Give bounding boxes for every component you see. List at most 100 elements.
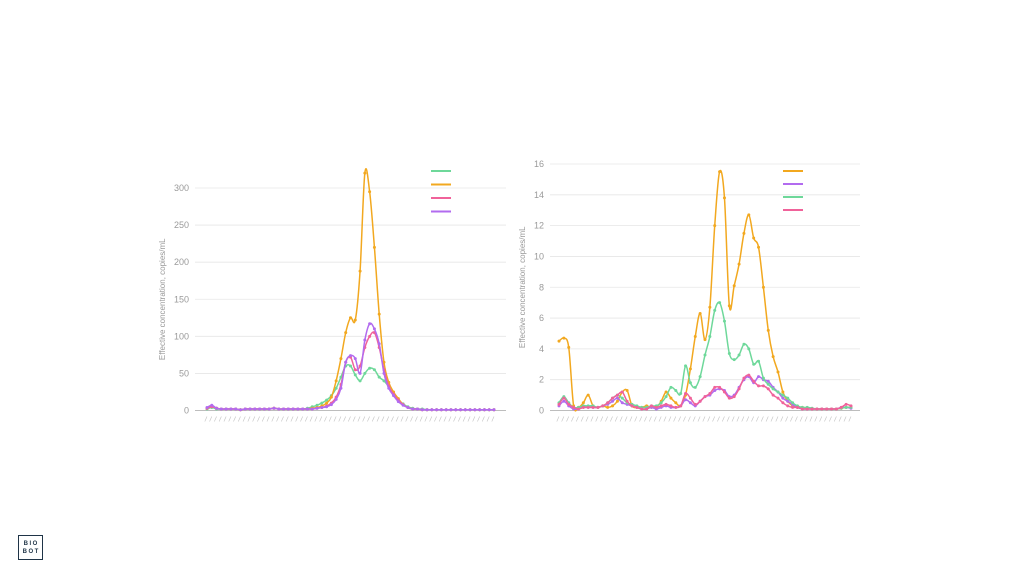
- left-series-4-point: [454, 408, 458, 412]
- left-x-tick-mark: [218, 416, 222, 422]
- right-x-tick-mark: [799, 416, 803, 422]
- right-x-tick-mark: [595, 416, 599, 422]
- right-x-tick-mark: [629, 416, 633, 422]
- right-series-4-point: [757, 384, 761, 388]
- right-series-4-point: [834, 407, 838, 411]
- right-series-1-point: [581, 401, 585, 405]
- left-series-4-point: [344, 360, 348, 364]
- left-series-4-point: [305, 407, 309, 411]
- right-series-4-point: [781, 401, 785, 405]
- right-series-4-point: [562, 396, 566, 400]
- right-x-tick-mark: [556, 416, 560, 422]
- left-x-tick-mark: [448, 416, 452, 422]
- left-series-4-point: [401, 403, 405, 407]
- right-y-tick-label: 2: [539, 375, 544, 385]
- right-series-4-point: [708, 392, 712, 396]
- right-series-4-point: [805, 407, 809, 411]
- right-series-4-point: [645, 407, 649, 411]
- left-series-4-point: [430, 408, 434, 412]
- left-series-4-point: [377, 342, 381, 346]
- left-series-4-point: [248, 407, 252, 411]
- right-series-1-point: [722, 196, 726, 200]
- left-series-2-point: [344, 331, 348, 335]
- left-x-tick-mark: [204, 416, 208, 422]
- right-series-1-point: [664, 390, 668, 394]
- left-series-2-point: [329, 395, 333, 399]
- right-series-1-point: [747, 213, 751, 217]
- right-x-tick-mark: [707, 416, 711, 422]
- right-x-tick-mark: [765, 416, 769, 422]
- right-series-4-point: [791, 405, 795, 409]
- right-series-4-point: [825, 407, 829, 411]
- right-series-4-line: [558, 374, 852, 411]
- right-series-3-point: [679, 392, 683, 396]
- left-x-tick-mark: [257, 416, 260, 422]
- left-series-2-point: [363, 171, 367, 175]
- right-series-3-point: [732, 358, 736, 362]
- right-series-1-point: [761, 285, 765, 289]
- right-y-tick-label: 16: [534, 159, 544, 169]
- right-series-1-point: [708, 305, 712, 309]
- right-series-1-point: [737, 262, 741, 266]
- left-x-tick-mark: [357, 416, 361, 422]
- right-series-3-point: [664, 395, 668, 399]
- left-x-tick-mark: [391, 416, 394, 422]
- left-x-tick-mark: [472, 416, 476, 422]
- right-series-4-point: [649, 404, 653, 408]
- right-x-tick-mark: [614, 416, 618, 422]
- left-series-4-point: [349, 354, 352, 358]
- right-series-3-point: [781, 393, 785, 397]
- left-series-1-point: [325, 398, 329, 402]
- right-series-1-point: [693, 335, 697, 339]
- right-x-tick-mark: [775, 416, 779, 422]
- right-series-4-point: [703, 395, 707, 399]
- right-series-4-point: [669, 404, 673, 408]
- left-y-tick-label: 250: [174, 220, 189, 230]
- left-series-2-point: [339, 357, 343, 361]
- right-series-4-point: [684, 392, 688, 396]
- left-x-tick-mark: [405, 416, 409, 422]
- right-x-tick-mark: [751, 416, 754, 422]
- left-series-2-point: [334, 379, 338, 383]
- left-y-tick-label: 50: [179, 368, 189, 378]
- left-series-4-point: [425, 408, 429, 412]
- left-x-tick-mark: [271, 416, 275, 422]
- left-x-tick-mark: [300, 416, 303, 422]
- left-series-1-point: [358, 379, 362, 383]
- right-series-1-point: [606, 405, 610, 409]
- right-x-tick-mark: [736, 416, 740, 422]
- right-x-tick-mark: [760, 416, 764, 422]
- right-x-tick-mark: [644, 416, 647, 422]
- left-series-4-point: [224, 407, 228, 411]
- right-series-4-point: [688, 396, 692, 400]
- left-series-4-point: [320, 406, 324, 410]
- right-x-tick-mark: [756, 416, 759, 422]
- left-series-4-point: [482, 408, 486, 412]
- right-x-tick-mark: [697, 416, 701, 422]
- right-x-tick-mark: [678, 416, 681, 422]
- left-series-4-point: [215, 406, 219, 410]
- left-x-tick-mark: [381, 416, 385, 422]
- right-x-tick-mark: [580, 416, 584, 422]
- right-x-tick-mark: [794, 416, 798, 422]
- right-x-tick-mark: [702, 416, 706, 422]
- left-x-tick-mark: [414, 416, 418, 422]
- right-series-2-point: [684, 398, 688, 402]
- left-series-4-point: [463, 408, 467, 412]
- left-x-tick-mark: [209, 416, 213, 422]
- right-series-4-point: [737, 387, 741, 391]
- right-series-2-point: [713, 388, 717, 392]
- left-series-4-point: [282, 407, 286, 411]
- right-x-tick-mark: [585, 416, 589, 422]
- right-series-3-point: [752, 362, 756, 366]
- right-series-1-point: [742, 231, 746, 235]
- right-series-3-point: [688, 381, 692, 385]
- left-series-2-point: [372, 245, 376, 249]
- right-series-1-point: [771, 355, 775, 359]
- right-x-tick-mark: [571, 416, 574, 422]
- right-x-tick-mark: [663, 416, 667, 422]
- right-series-1-point: [557, 339, 561, 343]
- right-series-3-point: [786, 396, 790, 400]
- left-series-4-point: [301, 407, 305, 411]
- right-x-tick-mark: [726, 416, 730, 422]
